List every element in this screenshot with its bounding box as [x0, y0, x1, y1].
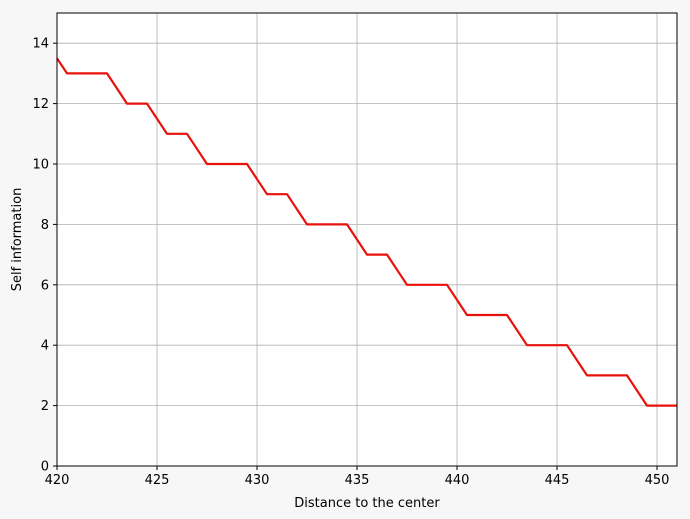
- y-tick-label: 8: [41, 218, 49, 233]
- plot-area: [57, 13, 677, 466]
- y-tick-label: 14: [32, 37, 49, 52]
- series-line: [56, 57, 677, 407]
- x-tick-label: 420: [45, 473, 70, 488]
- x-tick-label: 425: [145, 473, 170, 488]
- y-tick-label: 6: [41, 278, 49, 293]
- x-tick-label: 440: [445, 473, 470, 488]
- x-tick-label: 430: [245, 473, 270, 488]
- y-tick-label: 10: [32, 158, 49, 173]
- ticks: 420 425 430 435 440 445 450 0 2 4 6 8 10 12 14: [32, 37, 669, 488]
- y-axis-label: Self information: [10, 188, 25, 292]
- series-layer: [56, 57, 677, 407]
- y-tick-label: 12: [32, 97, 49, 112]
- x-tick-label: 450: [645, 473, 670, 488]
- x-tick-label: 445: [545, 473, 570, 488]
- x-axis-label: Distance to the center: [294, 496, 440, 511]
- plot-frame: [56, 12, 678, 467]
- x-tick-label: 435: [345, 473, 370, 488]
- y-tick-label: 0: [41, 460, 49, 475]
- y-tick-label: 2: [41, 399, 49, 414]
- y-tick-label: 4: [41, 339, 49, 354]
- grid: [56, 13, 677, 467]
